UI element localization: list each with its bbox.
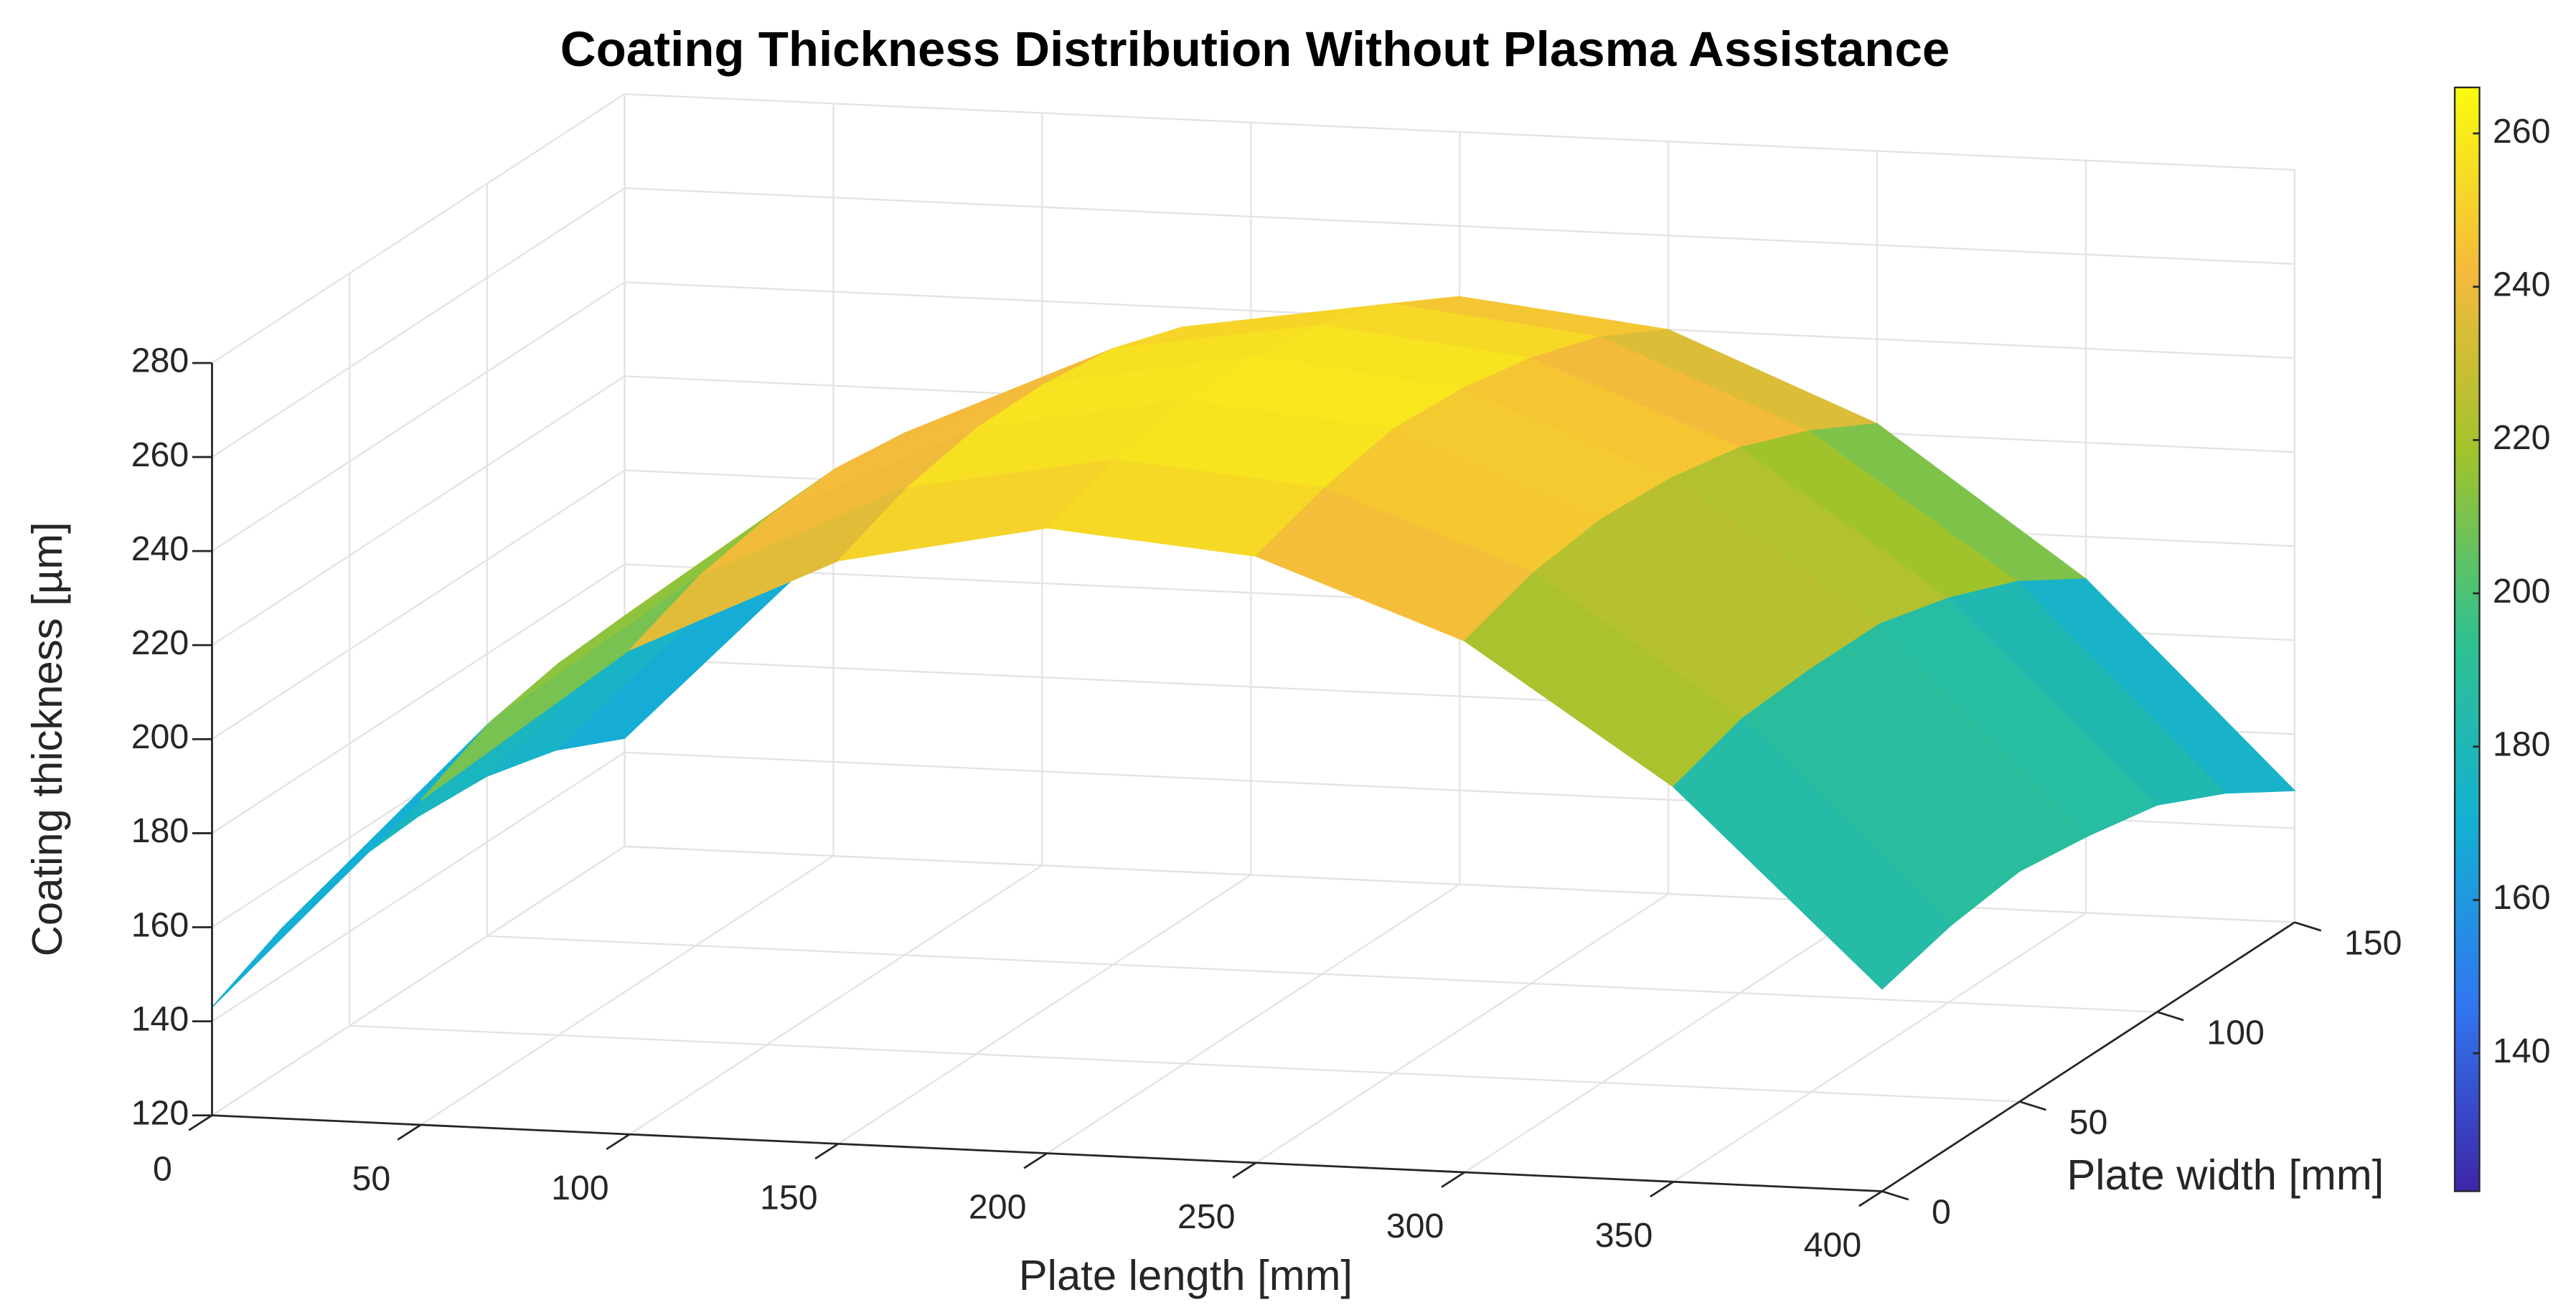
grid-line bbox=[629, 864, 1043, 1136]
z-tick-label: 240 bbox=[131, 529, 189, 568]
grid-line bbox=[349, 1024, 2020, 1103]
x-tick bbox=[1858, 1190, 1883, 1207]
x-tick-label: 100 bbox=[551, 1169, 609, 1207]
x-tick bbox=[1441, 1171, 1465, 1188]
surface-facet bbox=[1673, 717, 1952, 990]
grid-line bbox=[211, 469, 626, 740]
grid-line bbox=[211, 93, 626, 364]
x-tick bbox=[1023, 1152, 1048, 1169]
x-tick bbox=[188, 1114, 213, 1131]
grid-line bbox=[211, 187, 626, 458]
y-tick bbox=[2156, 1011, 2184, 1022]
grid-line bbox=[211, 281, 626, 552]
x-tick bbox=[606, 1133, 631, 1151]
x-tick bbox=[1232, 1161, 1256, 1179]
z-tick-label: 200 bbox=[131, 717, 189, 756]
x-tick bbox=[397, 1123, 422, 1141]
y-tick-label: 150 bbox=[2344, 924, 2402, 963]
grid-line bbox=[1673, 912, 2087, 1183]
grid-line bbox=[1046, 883, 1460, 1154]
y-tick-label: 50 bbox=[2069, 1103, 2108, 1141]
grid-line bbox=[624, 845, 2295, 923]
grid-line bbox=[624, 187, 2295, 265]
y-tick bbox=[2294, 921, 2322, 932]
x-axis-label: Plate length [mm] bbox=[1019, 1251, 1353, 1299]
z-tick-label: 280 bbox=[131, 341, 189, 380]
x-tick-label: 250 bbox=[1177, 1197, 1236, 1236]
z-tick-label: 180 bbox=[131, 811, 189, 850]
x-tick-label: 150 bbox=[760, 1178, 818, 1217]
grid-line bbox=[211, 375, 626, 646]
colorbar-tick-label: 260 bbox=[2493, 112, 2551, 151]
surface-facet bbox=[211, 722, 490, 1008]
colorbar-tick-label: 220 bbox=[2493, 418, 2551, 457]
x-tick-label: 400 bbox=[1804, 1225, 1862, 1264]
z-tick-label: 140 bbox=[131, 999, 189, 1038]
grid-line bbox=[211, 751, 626, 1022]
y-axis bbox=[1881, 921, 2295, 1192]
x-tick-label: 300 bbox=[1386, 1207, 1444, 1245]
y-tick bbox=[2019, 1100, 2046, 1111]
colorbar-tick-label: 240 bbox=[2493, 265, 2551, 303]
z-tick-label: 220 bbox=[131, 623, 189, 662]
x-tick-label: 350 bbox=[1595, 1216, 1653, 1255]
surface-facet bbox=[629, 487, 908, 651]
chart-title: Coating Thickness Distribution Without P… bbox=[560, 22, 1950, 77]
y-tick-label: 100 bbox=[2206, 1014, 2265, 1052]
grid-line bbox=[1255, 892, 1669, 1164]
z-tick-label: 120 bbox=[131, 1093, 189, 1132]
grid-line bbox=[211, 845, 626, 1116]
grid-line bbox=[837, 874, 1251, 1145]
x-tick-label: 0 bbox=[153, 1150, 172, 1189]
y-axis-label: Plate width [mm] bbox=[2067, 1151, 2384, 1199]
colorbar bbox=[2453, 86, 2481, 1192]
grid-line bbox=[211, 563, 626, 834]
x-tick bbox=[814, 1143, 840, 1160]
colorbar-tick-label: 160 bbox=[2493, 878, 2551, 917]
z-axis-label: Coating thickness [µm] bbox=[23, 522, 71, 956]
z-tick-label: 260 bbox=[131, 435, 189, 474]
grid-line bbox=[420, 855, 835, 1126]
grid-line bbox=[1464, 902, 1878, 1174]
y-tick bbox=[1881, 1190, 1909, 1201]
x-tick bbox=[1650, 1181, 1674, 1198]
colorbar-tick-label: 180 bbox=[2493, 725, 2551, 764]
y-tick-label: 0 bbox=[1932, 1192, 1951, 1231]
x-tick-label: 200 bbox=[969, 1188, 1027, 1227]
z-tick-label: 160 bbox=[131, 905, 189, 944]
grid-line bbox=[486, 935, 2158, 1013]
colorbar-tick-label: 140 bbox=[2493, 1032, 2551, 1070]
grid-line bbox=[624, 93, 2295, 171]
colorbar-tick-label: 200 bbox=[2493, 572, 2551, 611]
x-tick-label: 50 bbox=[352, 1159, 391, 1198]
